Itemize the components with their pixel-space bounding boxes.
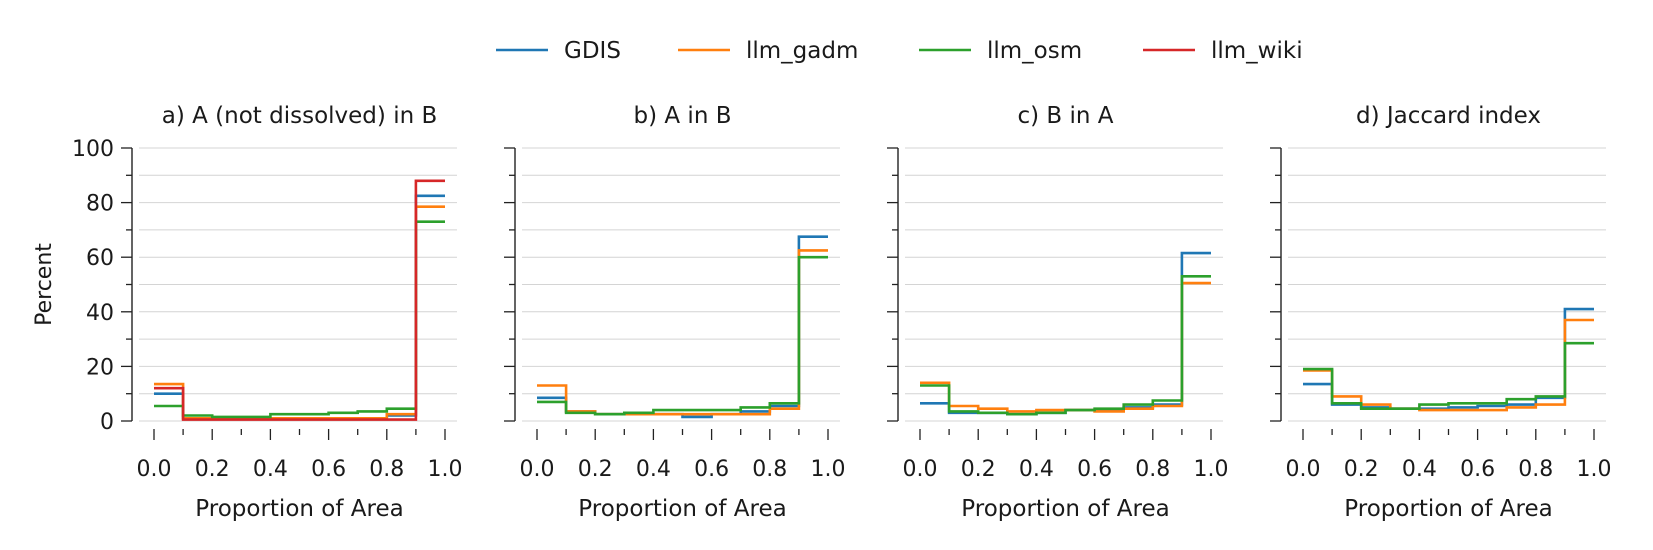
series-llm_gadm: [1303, 318, 1594, 412]
y-tick-label: 40: [86, 301, 114, 326]
x-tick-label: 0.0: [1286, 457, 1321, 482]
x-tick-label: 0.2: [961, 457, 996, 482]
x-tick-label: 1.0: [811, 457, 846, 482]
chart-panels: 0.0 0.2 0.4 0.6 0.8 1.0 0 20 40 60 80 100 Percent a) …: [32, 103, 1612, 522]
y-axis-label: Percent: [32, 243, 57, 326]
series-llm_osm: [537, 255, 828, 416]
x-tick-label: 1.0: [428, 457, 463, 482]
x-tick-label: 0.4: [1019, 457, 1054, 482]
x-tick-label: 0.0: [903, 457, 938, 482]
y-tick-label: 100: [72, 137, 114, 162]
x-tick-label: 0.4: [253, 457, 288, 482]
series-GDIS: [920, 251, 1211, 416]
panel-c: 0.0 0.2 0.4 0.6 0.8 1.0 c) B in A Proportion of…: [887, 103, 1229, 522]
x-axis-label: Proportion of Area: [1344, 496, 1552, 522]
x-tick-label: 0.6: [1460, 457, 1495, 482]
x-axis-label: Proportion of Area: [195, 496, 403, 522]
legend-label-llm_gadm: llm_gadm: [746, 38, 858, 64]
x-tick-label: 0.8: [1135, 457, 1170, 482]
y-tick-label: 0: [100, 410, 114, 435]
x-tick-label: 0.8: [1518, 457, 1553, 482]
legend-label-llm_osm: llm_osm: [987, 38, 1082, 64]
legend-label-llm_wiki: llm_wiki: [1211, 38, 1303, 64]
series-llm_osm: [920, 275, 1211, 416]
x-axis-label: Proportion of Area: [961, 496, 1169, 522]
panel-title: b) A in B: [634, 103, 732, 129]
x-tick-label: 1.0: [1577, 457, 1612, 482]
x-tick-label: 0.8: [752, 457, 787, 482]
panel-b: 0.0 0.2 0.4 0.6 0.8 1.0 b) A in B Proportion of…: [504, 103, 846, 522]
panel-title: c) B in A: [1017, 103, 1113, 129]
x-tick-label: 0.8: [369, 457, 404, 482]
y-tick-label: 80: [86, 192, 114, 217]
y-tick-label: 60: [86, 246, 114, 271]
panel-title: a) A (not dissolved) in B: [162, 103, 438, 129]
panel-title: d) Jaccard index: [1356, 103, 1541, 129]
x-tick-label: 0.6: [694, 457, 729, 482]
x-tick-label: 0.4: [636, 457, 671, 482]
panel-a: 0.0 0.2 0.4 0.6 0.8 1.0 0 20 40 60 80 100 Percent a) …: [32, 103, 463, 522]
legend-label-GDIS: GDIS: [564, 38, 621, 64]
x-tick-label: 1.0: [1194, 457, 1229, 482]
x-tick-label: 0.0: [137, 457, 172, 482]
x-tick-label: 0.6: [311, 457, 346, 482]
legend: GDIS llm_gadm llm_osm llm_wiki: [496, 38, 1303, 64]
series-llm_osm: [1303, 341, 1594, 410]
x-tick-label: 0.0: [520, 457, 555, 482]
panel-d: 0.0 0.2 0.4 0.6 0.8 1.0 d) Jaccard index Propor…: [1270, 103, 1612, 522]
x-tick-label: 0.2: [578, 457, 613, 482]
series-GDIS: [154, 194, 445, 420]
series-llm_gadm: [920, 281, 1211, 413]
x-tick-label: 0.2: [1344, 457, 1379, 482]
series-llm_wiki: [154, 179, 445, 421]
y-tick-label: 20: [86, 355, 114, 380]
series-llm_gadm: [537, 249, 828, 416]
x-tick-label: 0.6: [1077, 457, 1112, 482]
series-llm_gadm: [154, 205, 445, 420]
series-GDIS: [537, 235, 828, 419]
series-llm_osm: [154, 220, 445, 419]
x-tick-label: 0.4: [1402, 457, 1437, 482]
x-tick-label: 0.2: [195, 457, 230, 482]
x-axis-label: Proportion of Area: [578, 496, 786, 522]
